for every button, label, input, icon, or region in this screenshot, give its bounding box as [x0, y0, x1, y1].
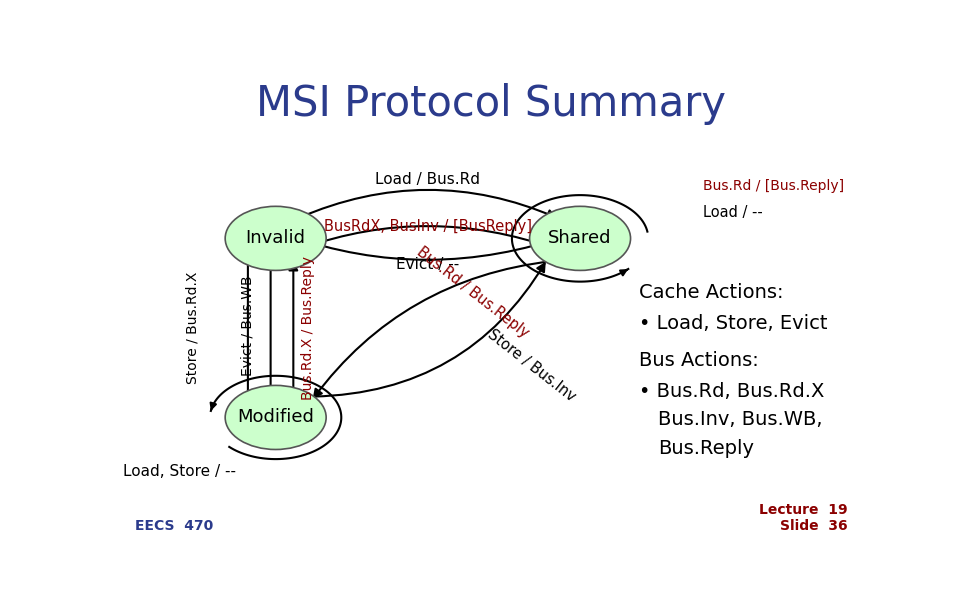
Text: BusRdX, BusInv / [BusReply]: BusRdX, BusInv / [BusReply] — [324, 219, 532, 234]
Text: Modified: Modified — [238, 408, 314, 427]
Text: Bus.Rd / [Bus.Reply]: Bus.Rd / [Bus.Reply] — [702, 179, 844, 193]
Text: Bus Actions:: Bus Actions: — [640, 351, 759, 370]
Circle shape — [225, 386, 326, 449]
Circle shape — [530, 206, 630, 271]
FancyArrowPatch shape — [266, 261, 275, 397]
Text: Store / Bus.Rd.X: Store / Bus.Rd.X — [185, 272, 199, 384]
Text: EECS  470: EECS 470 — [134, 519, 213, 533]
FancyArrowPatch shape — [314, 264, 545, 397]
Text: • Bus.Rd, Bus.Rd.X: • Bus.Rd, Bus.Rd.X — [640, 382, 825, 401]
Text: Shared: Shared — [548, 230, 612, 247]
FancyArrowPatch shape — [244, 251, 252, 403]
Text: Load / --: Load / -- — [702, 205, 763, 220]
Text: Invalid: Invalid — [245, 230, 306, 247]
Text: • Load, Store, Evict: • Load, Store, Evict — [640, 314, 828, 333]
Text: Load / Bus.Rd: Load / Bus.Rd — [376, 172, 480, 187]
Text: Store / Bus.Inv: Store / Bus.Inv — [485, 327, 579, 405]
Text: Bus.Inv, Bus.WB,: Bus.Inv, Bus.WB, — [658, 410, 823, 429]
Text: Evict / Bus.WB: Evict / Bus.WB — [240, 275, 255, 376]
Text: Bus.Rd.X / Bus.Reply: Bus.Rd.X / Bus.Reply — [302, 256, 315, 400]
FancyArrowPatch shape — [303, 226, 555, 249]
Text: Bus.Reply: Bus.Reply — [658, 439, 754, 458]
Text: MSI Protocol Summary: MSI Protocol Summary — [256, 83, 726, 125]
Text: Cache Actions:: Cache Actions: — [640, 283, 784, 302]
Text: Evict / --: Evict / -- — [397, 257, 460, 272]
FancyArrowPatch shape — [314, 261, 552, 397]
FancyArrowPatch shape — [289, 263, 297, 395]
FancyArrowPatch shape — [288, 234, 570, 260]
FancyArrowPatch shape — [298, 190, 556, 218]
Text: Lecture  19
Slide  36: Lecture 19 Slide 36 — [759, 502, 847, 533]
Text: Load, Store / --: Load, Store / -- — [124, 464, 237, 479]
Circle shape — [225, 206, 326, 271]
Text: Bus.Rd / Bus.Reply: Bus.Rd / Bus.Reply — [414, 244, 531, 341]
